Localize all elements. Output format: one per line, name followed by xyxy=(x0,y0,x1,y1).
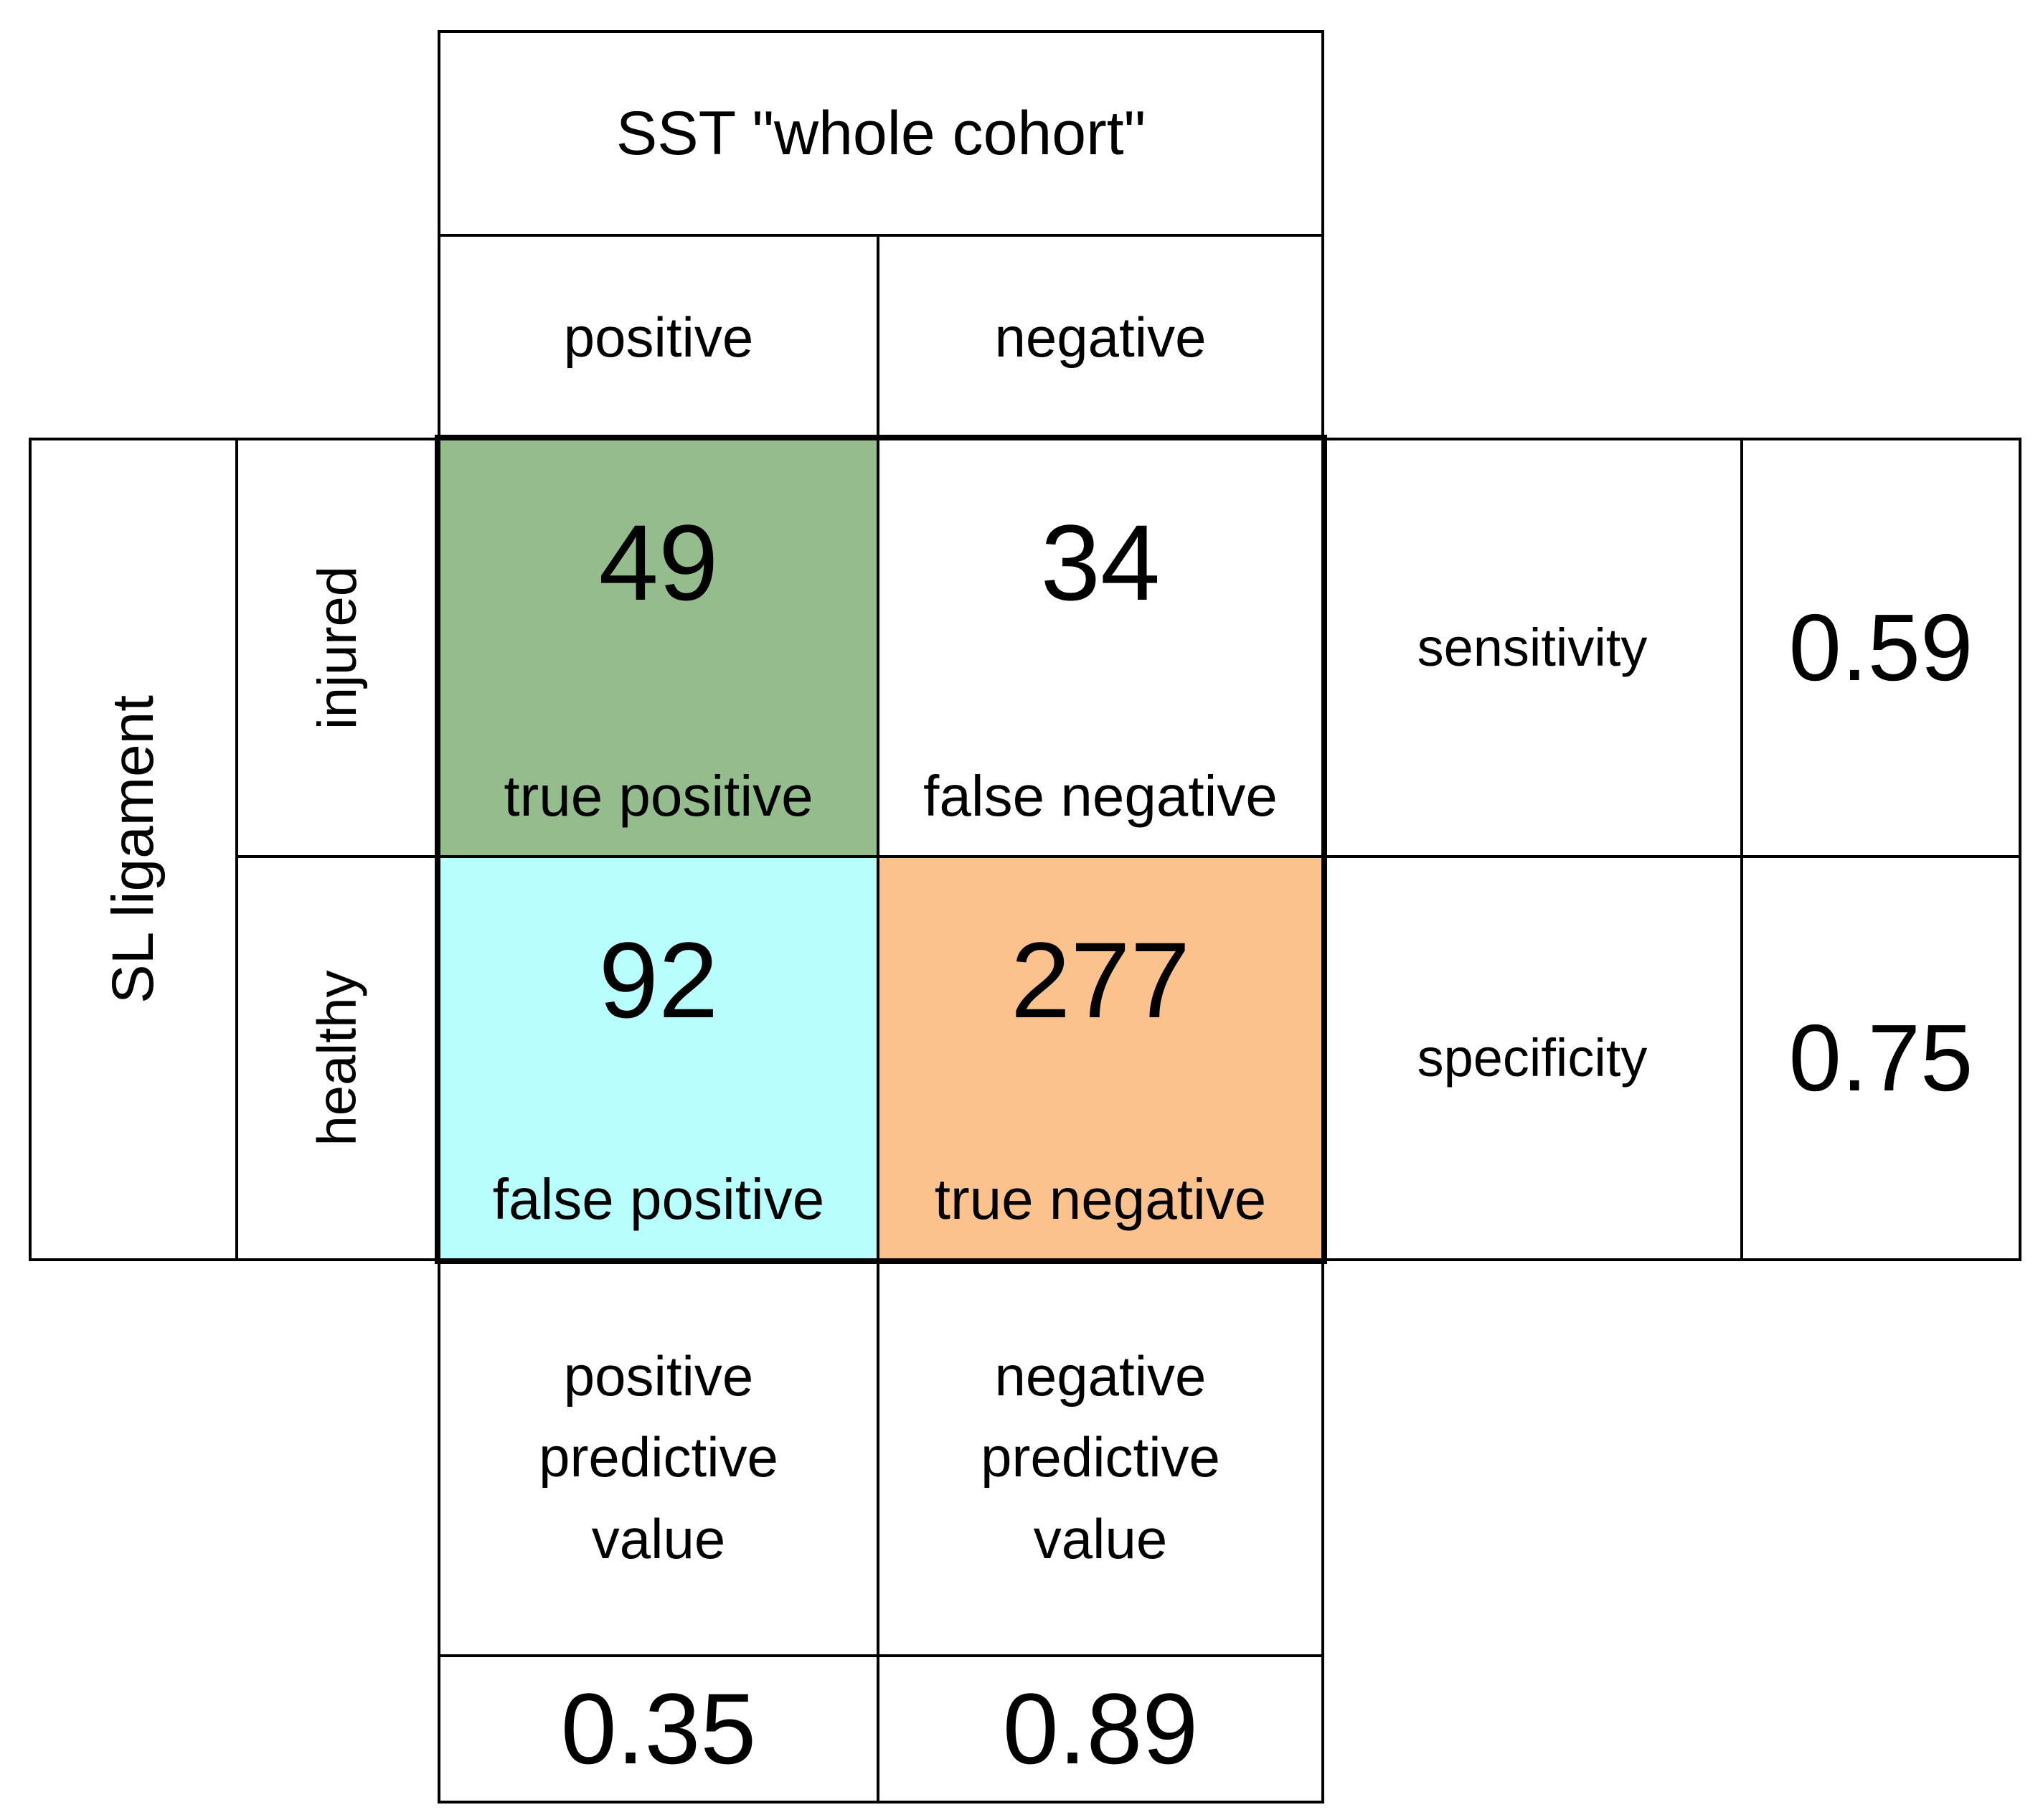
true-positive-label: true positive xyxy=(504,764,813,828)
sensitivity-value: 0.59 xyxy=(1788,595,1973,700)
true-negative-count: 277 xyxy=(1010,920,1191,1040)
cell-true-positive: 49 true positive xyxy=(438,438,879,858)
false-positive-label: false positive xyxy=(492,1167,825,1231)
cell-true-negative: 277 true negative xyxy=(877,855,1324,1261)
false-positive-count: 92 xyxy=(598,920,719,1040)
condition-axis-cell: SL ligament xyxy=(29,438,238,1261)
specificity-value: 0.75 xyxy=(1788,1005,1973,1111)
true-positive-count: 49 xyxy=(598,502,719,623)
specificity-label-cell: specificity xyxy=(1321,855,1743,1261)
sensitivity-label-cell: sensitivity xyxy=(1321,438,1743,858)
cell-false-positive: 92 false positive xyxy=(438,855,879,1261)
ppv-label: positive predictive value xyxy=(539,1344,778,1570)
npv-value-cell: 0.89 xyxy=(877,1654,1324,1804)
specificity-value-cell: 0.75 xyxy=(1740,855,2021,1261)
sensitivity-label: sensitivity xyxy=(1417,618,1648,677)
condition-axis-label: SL ligament xyxy=(100,695,166,1004)
npv-label-cell: negative predictive value xyxy=(877,1258,1324,1657)
column-header-positive-label: positive xyxy=(563,306,754,369)
test-header-label: SST "whole cohort" xyxy=(615,99,1146,168)
npv-value: 0.89 xyxy=(1002,1672,1199,1785)
false-negative-count: 34 xyxy=(1040,502,1161,623)
npv-label: negative predictive value xyxy=(981,1344,1220,1570)
test-header-cell: SST "whole cohort" xyxy=(438,30,1324,237)
ppv-label-cell: positive predictive value xyxy=(438,1258,879,1657)
specificity-label: specificity xyxy=(1417,1028,1648,1088)
row-header-injured-label: injured xyxy=(307,565,368,730)
column-header-negative-label: negative xyxy=(994,306,1207,369)
false-negative-label: false negative xyxy=(923,764,1278,828)
ppv-value: 0.35 xyxy=(560,1672,757,1785)
sensitivity-value-cell: 0.59 xyxy=(1740,438,2021,858)
true-negative-label: true negative xyxy=(934,1167,1267,1231)
cell-false-negative: 34 false negative xyxy=(877,438,1324,858)
row-header-healthy-label: healthy xyxy=(306,970,368,1146)
row-header-healthy: healthy xyxy=(235,855,440,1261)
ppv-value-cell: 0.35 xyxy=(438,1654,879,1804)
column-header-positive: positive xyxy=(438,234,879,440)
row-header-injured: injured xyxy=(235,438,440,858)
column-header-negative: negative xyxy=(877,234,1324,440)
